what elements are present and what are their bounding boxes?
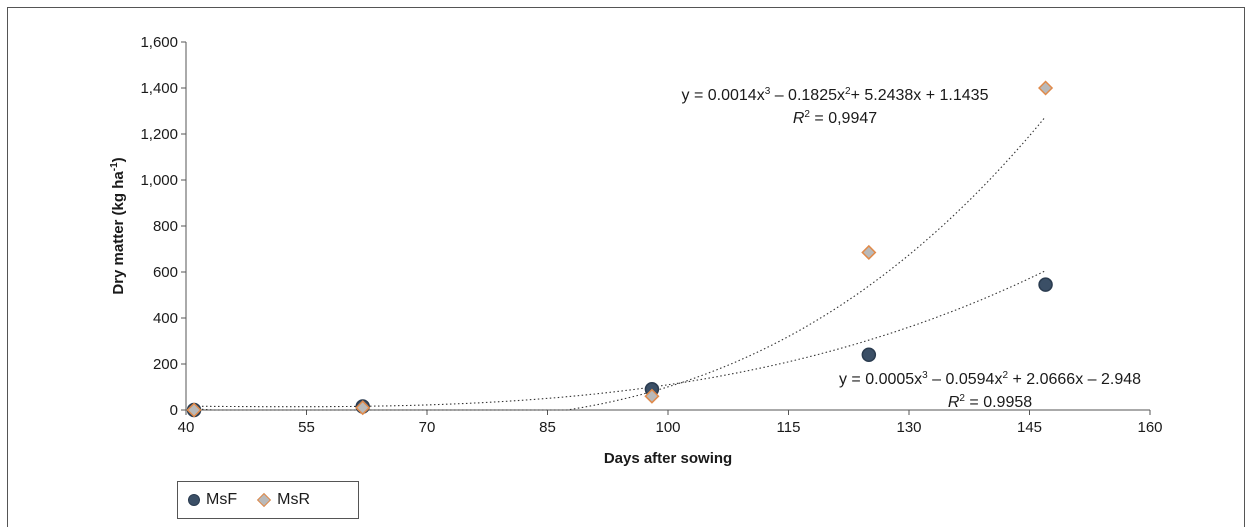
y-ticks: 0 200 400 600 800 1,000 1,200 1,400 1,600 <box>140 34 186 419</box>
y-tick-label: 0 <box>170 402 178 419</box>
msf-r2-label: R <box>948 394 960 411</box>
point-msr <box>186 402 202 418</box>
msf-equation-line: y = 0.0005x3 – 0.0594x2 + 2.0666x – 2.94… <box>839 370 1141 388</box>
x-tick-label: 130 <box>896 419 921 436</box>
msf-r2-value: = 0.9958 <box>965 394 1032 411</box>
msr-r2-line: R2 = 0,9947 <box>793 109 877 127</box>
x-tick-label: 145 <box>1017 419 1042 436</box>
y-axis-title-main: Dry matter (kg ha <box>110 171 127 295</box>
y-tick-label: 1,200 <box>140 126 178 143</box>
msr-r2-value: = 0,9947 <box>810 110 877 127</box>
point-msr <box>644 388 660 404</box>
msf-equation: y = 0.0005x3 – 0.0594x2 + 2.0666x – 2.94… <box>839 370 1141 411</box>
x-tick-label: 100 <box>655 419 680 436</box>
msf-r2-sup: 2 <box>959 393 965 404</box>
y-axis-title: Dry matter (kg ha-1) <box>109 157 127 294</box>
legend-entry-msf: MsF <box>188 491 237 509</box>
trendlines <box>193 116 1047 411</box>
x-ticks: 40 55 70 85 100 115 130 145 160 <box>178 410 1163 436</box>
diamond-marker-icon <box>257 492 272 508</box>
data-points <box>186 80 1054 418</box>
y-tick-label: 400 <box>153 310 178 327</box>
point-msr <box>1038 80 1054 96</box>
x-tick-label: 70 <box>419 419 436 436</box>
msf-eq-part-1: y = 0.0005x <box>839 371 922 388</box>
msf-eq-sup-2: 2 <box>1002 370 1008 381</box>
msr-r2-label: R <box>793 110 805 127</box>
y-axis-title-end: ) <box>110 157 127 162</box>
legend-label-msf: MsF <box>206 491 238 508</box>
msf-eq-part-2: – 0.0594x <box>928 371 1003 388</box>
legend-label-msr: MsR <box>277 491 310 508</box>
legend: MsF MsR <box>177 481 359 519</box>
x-tick-label: 55 <box>298 419 315 436</box>
msr-eq-sup-2: 2 <box>845 86 851 97</box>
msf-r2-line: R2 = 0.9958 <box>948 393 1032 411</box>
x-axis-title: Days after sowing <box>604 450 732 467</box>
msr-eq-sup-3: 3 <box>765 86 771 97</box>
axes <box>185 42 1150 411</box>
circle-marker-icon <box>188 494 200 506</box>
y-tick-label: 1,000 <box>140 172 178 189</box>
msr-eq-part-3: + 5.2438x + 1.1435 <box>851 87 989 104</box>
y-tick-label: 200 <box>153 356 178 373</box>
x-tick-label: 160 <box>1137 419 1162 436</box>
x-tick-label: 115 <box>777 419 801 436</box>
y-tick-label: 600 <box>153 264 178 281</box>
legend-entry-msr: MsR <box>257 491 310 509</box>
msr-equation: y = 0.0014x3 – 0.1825x2+ 5.2438x + 1.143… <box>682 86 989 127</box>
msr-equation-line: y = 0.0014x3 – 0.1825x2+ 5.2438x + 1.143… <box>682 86 989 104</box>
msr-eq-part-1: y = 0.0014x <box>682 87 765 104</box>
chart-frame <box>7 7 1245 527</box>
trendline-msr <box>193 116 1047 411</box>
x-tick-label: 40 <box>178 419 195 436</box>
msr-r2-sup: 2 <box>804 109 810 120</box>
point-msr <box>861 244 877 261</box>
y-tick-label: 1,400 <box>140 80 178 97</box>
msf-eq-sup-3: 3 <box>922 370 928 381</box>
msf-eq-part-3: + 2.0666x – 2.948 <box>1008 371 1141 388</box>
point-msf <box>1038 277 1053 292</box>
point-msf <box>861 347 877 363</box>
x-tick-label: 85 <box>539 419 556 436</box>
point-msr <box>355 400 371 416</box>
y-tick-label: 1,600 <box>140 34 178 51</box>
msr-eq-part-2: – 0.1825x <box>770 87 845 104</box>
y-axis-title-sup: -1 <box>109 162 120 171</box>
y-tick-label: 800 <box>153 218 178 235</box>
